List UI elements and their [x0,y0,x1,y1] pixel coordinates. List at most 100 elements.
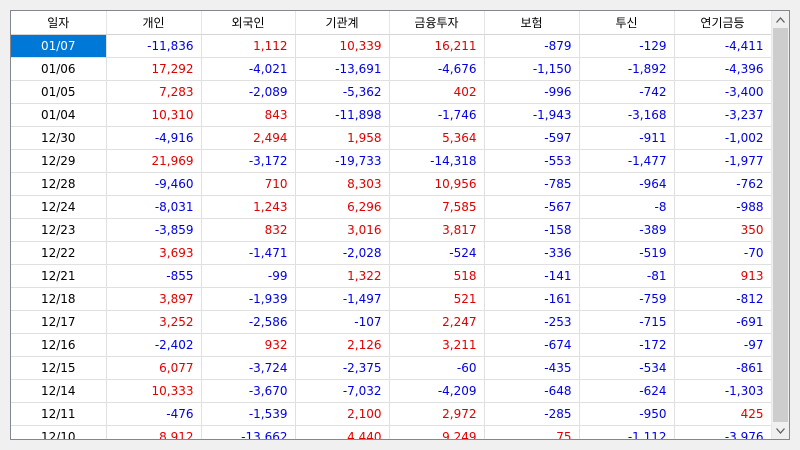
value-cell[interactable]: -60 [389,356,485,380]
date-cell[interactable]: 12/29 [11,149,107,173]
table-row[interactable]: 12/16 -2,402 932 2,126 3,211 -674 -172 -97 [11,333,771,357]
table-row[interactable]: 01/05 7,283 -2,089 -5,362 402 -996 -742 -3,400 [11,80,771,104]
value-cell[interactable]: -911 [579,126,675,150]
value-cell[interactable]: -8,031 [106,195,202,219]
value-cell[interactable]: 2,494 [201,126,296,150]
table-row[interactable]: 01/07 -11,836 1,112 10,339 16,211 -879 -129 -4,… [11,34,771,58]
header-insurance[interactable]: 보험 [484,11,580,35]
value-cell[interactable]: -14,318 [389,149,485,173]
value-cell[interactable]: -1,002 [674,126,771,150]
value-cell[interactable]: -648 [484,379,580,403]
value-cell[interactable]: -1,112 [579,425,675,439]
value-cell[interactable]: -99 [201,264,296,288]
value-cell[interactable]: 3,693 [106,241,202,265]
value-cell[interactable]: 832 [201,218,296,242]
value-cell[interactable]: -97 [674,333,771,357]
value-cell[interactable]: -2,586 [201,310,296,334]
header-investment-trust[interactable]: 투신 [579,11,675,35]
table-row[interactable]: 01/06 17,292 -4,021 -13,691 -4,676 -1,150 -1,8… [11,57,771,81]
value-cell[interactable]: 17,292 [106,57,202,81]
value-cell[interactable]: -715 [579,310,675,334]
value-cell[interactable]: 75 [484,425,580,439]
value-cell[interactable]: -1,303 [674,379,771,403]
value-cell[interactable]: -435 [484,356,580,380]
header-individual[interactable]: 개인 [106,11,202,35]
date-cell[interactable]: 12/30 [11,126,107,150]
value-cell[interactable]: -534 [579,356,675,380]
vertical-scrollbar[interactable] [771,11,789,439]
scrollbar-track[interactable] [772,28,789,422]
value-cell[interactable]: -11,898 [295,103,390,127]
table-row[interactable]: 12/17 3,252 -2,586 -107 2,247 -253 -715 -691 [11,310,771,334]
table-row[interactable]: 12/15 6,077 -3,724 -2,375 -60 -435 -534 -861 [11,356,771,380]
value-cell[interactable]: -759 [579,287,675,311]
value-cell[interactable]: 3,016 [295,218,390,242]
table-row[interactable]: 12/23 -3,859 832 3,016 3,817 -158 -389 350 [11,218,771,242]
date-cell[interactable]: 12/14 [11,379,107,403]
value-cell[interactable]: -674 [484,333,580,357]
value-cell[interactable]: -9,460 [106,172,202,196]
value-cell[interactable]: -107 [295,310,390,334]
value-cell[interactable]: 1,112 [201,34,296,58]
value-cell[interactable]: -988 [674,195,771,219]
value-cell[interactable]: -950 [579,402,675,426]
scroll-down-arrow-icon[interactable] [772,422,789,439]
value-cell[interactable]: -2,402 [106,333,202,357]
date-cell[interactable]: 12/17 [11,310,107,334]
header-pension-fund[interactable]: 연기금등 [674,11,771,35]
value-cell[interactable]: -1,943 [484,103,580,127]
date-cell[interactable]: 12/22 [11,241,107,265]
value-cell[interactable]: 2,972 [389,402,485,426]
value-cell[interactable]: 21,969 [106,149,202,173]
value-cell[interactable]: 7,283 [106,80,202,104]
date-cell[interactable]: 01/04 [11,103,107,127]
value-cell[interactable]: -964 [579,172,675,196]
value-cell[interactable]: -5,362 [295,80,390,104]
value-cell[interactable]: -567 [484,195,580,219]
table-row[interactable]: 12/14 10,333 -3,670 -7,032 -4,209 -648 -624 -1,… [11,379,771,403]
value-cell[interactable]: -13,691 [295,57,390,81]
value-cell[interactable]: -3,400 [674,80,771,104]
date-cell[interactable]: 01/05 [11,80,107,104]
value-cell[interactable]: -19,733 [295,149,390,173]
value-cell[interactable]: 8,303 [295,172,390,196]
value-cell[interactable]: 10,339 [295,34,390,58]
header-financial-investment[interactable]: 금융투자 [389,11,485,35]
value-cell[interactable]: -3,168 [579,103,675,127]
value-cell[interactable]: -597 [484,126,580,150]
value-cell[interactable]: 3,817 [389,218,485,242]
value-cell[interactable]: 8,912 [106,425,202,439]
value-cell[interactable]: 5,364 [389,126,485,150]
date-cell[interactable]: 12/10 [11,425,107,439]
table-row[interactable]: 12/24 -8,031 1,243 6,296 7,585 -567 -8 -988 [11,195,771,219]
value-cell[interactable]: -4,021 [201,57,296,81]
value-cell[interactable]: -996 [484,80,580,104]
date-cell[interactable]: 12/15 [11,356,107,380]
header-institution[interactable]: 기관계 [295,11,390,35]
value-cell[interactable]: 3,252 [106,310,202,334]
value-cell[interactable]: 350 [674,218,771,242]
table-row[interactable]: 12/21 -855 -99 1,322 518 -141 -81 913 [11,264,771,288]
value-cell[interactable]: -742 [579,80,675,104]
value-cell[interactable]: -2,375 [295,356,390,380]
value-cell[interactable]: -8 [579,195,675,219]
date-cell[interactable]: 01/06 [11,57,107,81]
value-cell[interactable]: -4,411 [674,34,771,58]
value-cell[interactable]: 710 [201,172,296,196]
table-row[interactable]: 12/30 -4,916 2,494 1,958 5,364 -597 -911 -1,002 [11,126,771,150]
value-cell[interactable]: 1,243 [201,195,296,219]
value-cell[interactable]: -172 [579,333,675,357]
date-cell[interactable]: 12/11 [11,402,107,426]
value-cell[interactable]: 2,247 [389,310,485,334]
value-cell[interactable]: -524 [389,241,485,265]
value-cell[interactable]: -1,892 [579,57,675,81]
value-cell[interactable]: 1,322 [295,264,390,288]
value-cell[interactable]: -1,497 [295,287,390,311]
value-cell[interactable]: 2,100 [295,402,390,426]
value-cell[interactable]: -519 [579,241,675,265]
value-cell[interactable]: -624 [579,379,675,403]
value-cell[interactable]: -1,539 [201,402,296,426]
value-cell[interactable]: -879 [484,34,580,58]
date-cell[interactable]: 12/28 [11,172,107,196]
value-cell[interactable]: -1,977 [674,149,771,173]
